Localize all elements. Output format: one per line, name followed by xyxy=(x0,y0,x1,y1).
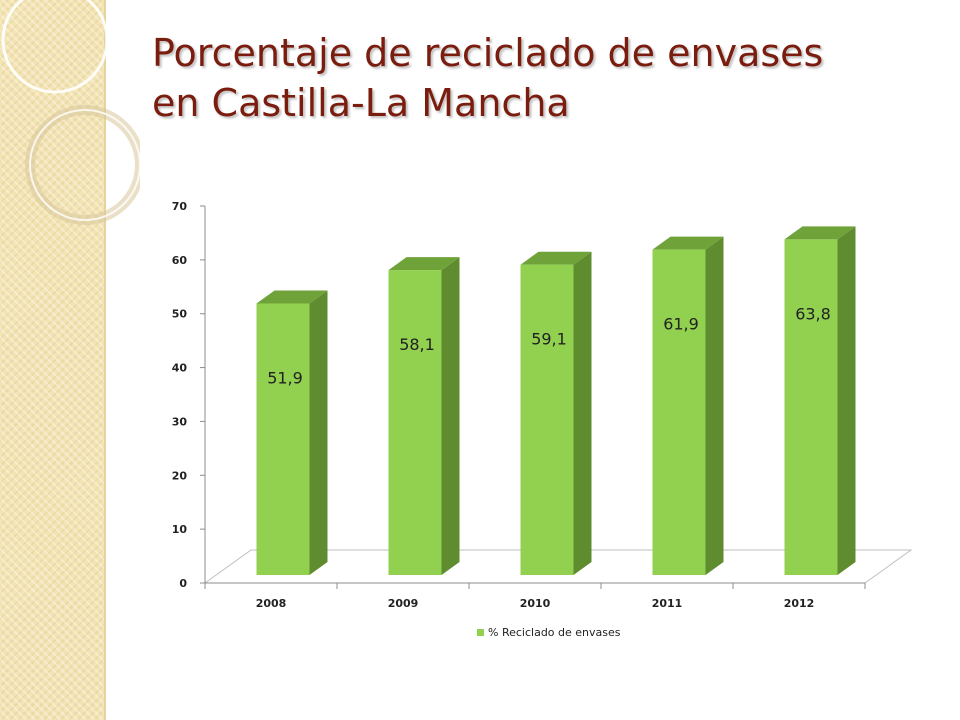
bar-side-face xyxy=(837,226,856,576)
bar-value-label: 59,1 xyxy=(531,330,567,349)
bar-top-face xyxy=(520,251,592,265)
page-title: Porcentaje de reciclado de envases en Ca… xyxy=(152,28,932,128)
page-title-line-2: en Castilla-La Mancha xyxy=(152,81,570,125)
bar-value-label: 58,1 xyxy=(399,335,435,354)
y-tick-label: 70 xyxy=(172,200,188,213)
decorative-rings xyxy=(1,0,140,225)
bar-value-label: 51,9 xyxy=(267,368,303,387)
x-category-label: 2010 xyxy=(520,597,551,610)
legend-swatch xyxy=(477,629,484,636)
bar-side-face xyxy=(309,290,328,575)
y-tick-label: 10 xyxy=(172,523,188,536)
bar-top-face xyxy=(784,226,856,240)
y-tick-label: 0 xyxy=(179,577,187,590)
bar-value-label: 61,9 xyxy=(663,315,699,334)
y-tick-label: 50 xyxy=(172,308,188,321)
bar-front-face xyxy=(784,239,838,576)
bar-value-label: 63,8 xyxy=(795,304,831,323)
y-tick-label: 60 xyxy=(172,254,188,267)
bar-front-face xyxy=(388,270,442,575)
legend-label: % Reciclado de envases xyxy=(488,626,621,639)
x-category-label: 2008 xyxy=(256,597,287,610)
bar-front-face xyxy=(256,303,310,575)
bar-side-face xyxy=(441,257,460,575)
y-tick-label: 30 xyxy=(172,415,188,428)
bar-top-face xyxy=(388,257,460,271)
bar-top-face xyxy=(256,290,328,304)
bar-front-face xyxy=(520,264,574,575)
bar-front-face xyxy=(652,249,706,576)
bar xyxy=(652,236,724,576)
bar xyxy=(388,257,460,575)
y-tick-label: 40 xyxy=(172,362,188,375)
decorative-ring-small-inner xyxy=(29,109,140,221)
bar xyxy=(520,251,592,575)
bar-side-face xyxy=(705,236,724,576)
y-tick-label: 20 xyxy=(172,469,188,482)
bar xyxy=(784,226,856,576)
bar-top-face xyxy=(652,236,724,250)
x-category-label: 2009 xyxy=(388,597,419,610)
x-category-label: 2011 xyxy=(652,597,683,610)
x-category-label: 2012 xyxy=(784,597,815,610)
bar-side-face xyxy=(573,251,592,575)
page-title-line-1: Porcentaje de reciclado de envases xyxy=(152,31,824,75)
bar xyxy=(256,290,328,575)
decorative-ring-large xyxy=(1,0,109,94)
